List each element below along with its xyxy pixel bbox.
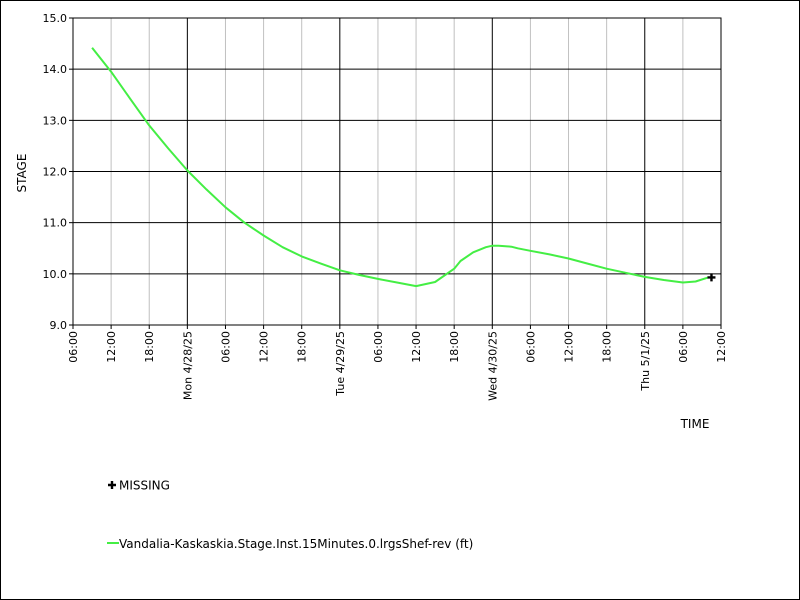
y-tick-label: 13.0 (43, 114, 68, 127)
x-tick-label: 18:00 (296, 331, 309, 363)
x-tick-label: Thu 5/1/25 (639, 331, 652, 392)
x-tick-label: 06:00 (372, 331, 385, 363)
y-tick-label: 10.0 (43, 268, 68, 281)
legend-missing-label: MISSING (119, 479, 170, 493)
x-tick-label: 12:00 (563, 331, 576, 363)
series-layer (91, 47, 709, 288)
y-tick-label: 11.0 (43, 217, 68, 230)
x-tick-label: Mon 4/28/25 (181, 331, 194, 400)
x-tick-label: 18:00 (601, 331, 614, 363)
x-tick-label: 18:00 (143, 331, 156, 363)
x-tick-label: Wed 4/30/25 (486, 331, 499, 401)
x-axis-ticks: 06:00 12:00 18:00 Mon 4/28/25 06:00 12:00 18:0… (67, 325, 728, 401)
legend-series-label: Vandalia-Kaskaskia.Stage.Inst.15Minutes.… (119, 537, 473, 551)
legend-item-missing: MISSING (108, 479, 170, 493)
grid (73, 18, 721, 325)
missing-markers (707, 273, 716, 282)
y-tick-label: 15.0 (43, 12, 68, 25)
legend: MISSING Vandalia-Kaskaskia.Stage.Inst.15… (107, 479, 473, 551)
x-tick-label: 06:00 (524, 331, 537, 363)
series-line (91, 47, 709, 288)
x-tick-label: 12:00 (715, 331, 728, 363)
x-tick-label: 06:00 (219, 331, 232, 363)
y-axis-title: STAGE (15, 154, 29, 193)
legend-item-series: Vandalia-Kaskaskia.Stage.Inst.15Minutes.… (107, 537, 473, 551)
y-tick-label: 12.0 (43, 166, 68, 179)
x-tick-label: 12:00 (258, 331, 271, 363)
x-tick-label: Tue 4/29/25 (334, 331, 347, 397)
x-tick-label: 06:00 (677, 331, 690, 363)
x-tick-label: 12:00 (410, 331, 423, 363)
x-tick-label: 12:00 (105, 331, 118, 363)
missing-marker-icon (108, 481, 116, 489)
x-axis-title: TIME (680, 417, 710, 431)
x-tick-label: 18:00 (448, 331, 461, 363)
missing-point-marker (707, 273, 716, 282)
y-tick-label: 9.0 (50, 319, 68, 332)
y-tick-label: 14.0 (43, 63, 68, 76)
y-axis-ticks: 9.0 10.0 11.0 12.0 13.0 14.0 15.0 (43, 12, 73, 332)
x-tick-label: 06:00 (67, 331, 80, 363)
